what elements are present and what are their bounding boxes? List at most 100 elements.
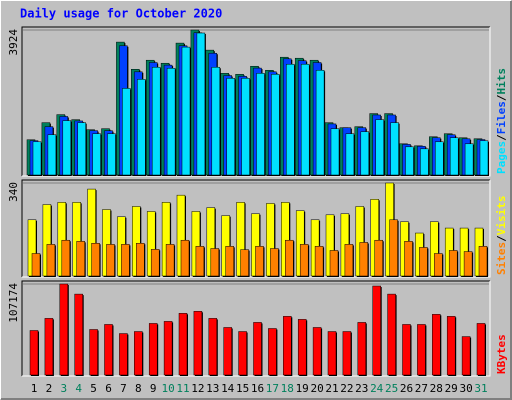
bar: [238, 331, 247, 376]
x-tick-label: 28: [430, 382, 443, 395]
x-tick-label: 22: [340, 382, 353, 395]
bar: [211, 66, 221, 176]
bar: [46, 244, 56, 277]
bar: [419, 247, 428, 277]
bar: [62, 120, 72, 176]
bar: [150, 249, 160, 277]
x-tick-label: 23: [355, 382, 368, 395]
x-tick-label: 24: [370, 382, 384, 395]
bar: [195, 246, 205, 277]
bar: [435, 141, 444, 176]
bar: [74, 293, 83, 376]
x-tick-label: 5: [90, 382, 97, 395]
bar: [417, 324, 426, 376]
x-tick-label: 12: [191, 382, 204, 395]
bar: [163, 321, 173, 376]
x-tick-label: 25: [385, 382, 398, 395]
legend-entry: Visits: [495, 196, 508, 236]
bar: [166, 67, 176, 176]
legend: Pages/Files/Hits: [495, 68, 508, 174]
bar: [225, 246, 234, 277]
bar: [476, 323, 486, 376]
legend-separator: /: [495, 235, 508, 242]
bar: [241, 78, 250, 176]
x-tick-label: 30: [459, 382, 472, 395]
bar: [226, 78, 235, 176]
bar: [223, 327, 232, 376]
chart-title: Daily usage for October 2020: [20, 7, 222, 21]
bar: [345, 133, 355, 176]
bar: [253, 322, 262, 376]
plot-bevel-dark: [21, 179, 490, 277]
bar: [297, 319, 307, 376]
bar: [151, 66, 161, 176]
y-tick-label: 3924: [7, 29, 20, 56]
bar: [315, 70, 325, 176]
bar: [31, 253, 41, 277]
bar: [106, 244, 115, 277]
bar: [448, 250, 458, 277]
bar: [181, 46, 191, 176]
x-tick-label: 18: [281, 382, 294, 395]
x-tick-label: 27: [415, 382, 428, 395]
legend-entry: Pages: [495, 141, 508, 174]
x-tick-label: 29: [445, 382, 458, 395]
bar: [178, 313, 188, 376]
x-tick-label: 11: [176, 382, 189, 395]
bar: [374, 239, 383, 277]
bar: [89, 329, 98, 376]
x-tick-label: 13: [206, 382, 219, 395]
x-tick-label: 31: [474, 382, 487, 395]
bar: [256, 73, 265, 176]
bar: [32, 141, 42, 176]
x-tick-label: 4: [75, 382, 82, 395]
bar: [405, 146, 414, 176]
bar: [180, 239, 190, 277]
bar: [357, 322, 367, 376]
x-tick-label: 21: [325, 382, 338, 395]
bar: [268, 328, 277, 376]
bar: [330, 128, 340, 176]
bar: [47, 134, 57, 176]
bar: [196, 32, 206, 176]
bar: [372, 285, 381, 376]
bar: [420, 148, 429, 176]
bar: [300, 63, 310, 176]
bar: [148, 323, 158, 376]
bar: [360, 131, 370, 176]
bar: [286, 63, 295, 176]
legend-entry: Sites: [495, 242, 508, 275]
bar: [91, 243, 100, 277]
x-tick-label: 9: [150, 382, 157, 395]
bar: [312, 327, 322, 376]
bar: [165, 244, 175, 277]
x-tick-label: 8: [135, 382, 142, 395]
bar: [478, 246, 488, 277]
x-tick-label: 2: [46, 382, 53, 395]
bar: [283, 316, 292, 376]
bar: [299, 244, 309, 277]
bar: [375, 119, 384, 176]
bar: [390, 122, 399, 176]
bar: [210, 248, 220, 277]
x-tick-label: 17: [266, 382, 279, 395]
bar: [136, 243, 145, 277]
bar: [255, 246, 264, 277]
bar: [59, 283, 69, 376]
y-tick-label: 340: [7, 182, 20, 202]
bar: [449, 137, 459, 176]
bar: [404, 241, 413, 277]
plot-bevel-dark: [21, 280, 490, 376]
x-tick-label: 19: [296, 382, 309, 395]
bar: [137, 79, 146, 176]
x-tick-label: 16: [251, 382, 264, 395]
bar: [314, 246, 324, 277]
x-tick-label: 14: [221, 382, 235, 395]
legend-separator: /: [495, 134, 508, 141]
x-tick-label: 20: [310, 382, 323, 395]
x-tick-label: 6: [105, 382, 112, 395]
legend-separator: /: [495, 94, 508, 101]
plot-bevel-light: [22, 281, 491, 377]
bar: [240, 249, 249, 277]
